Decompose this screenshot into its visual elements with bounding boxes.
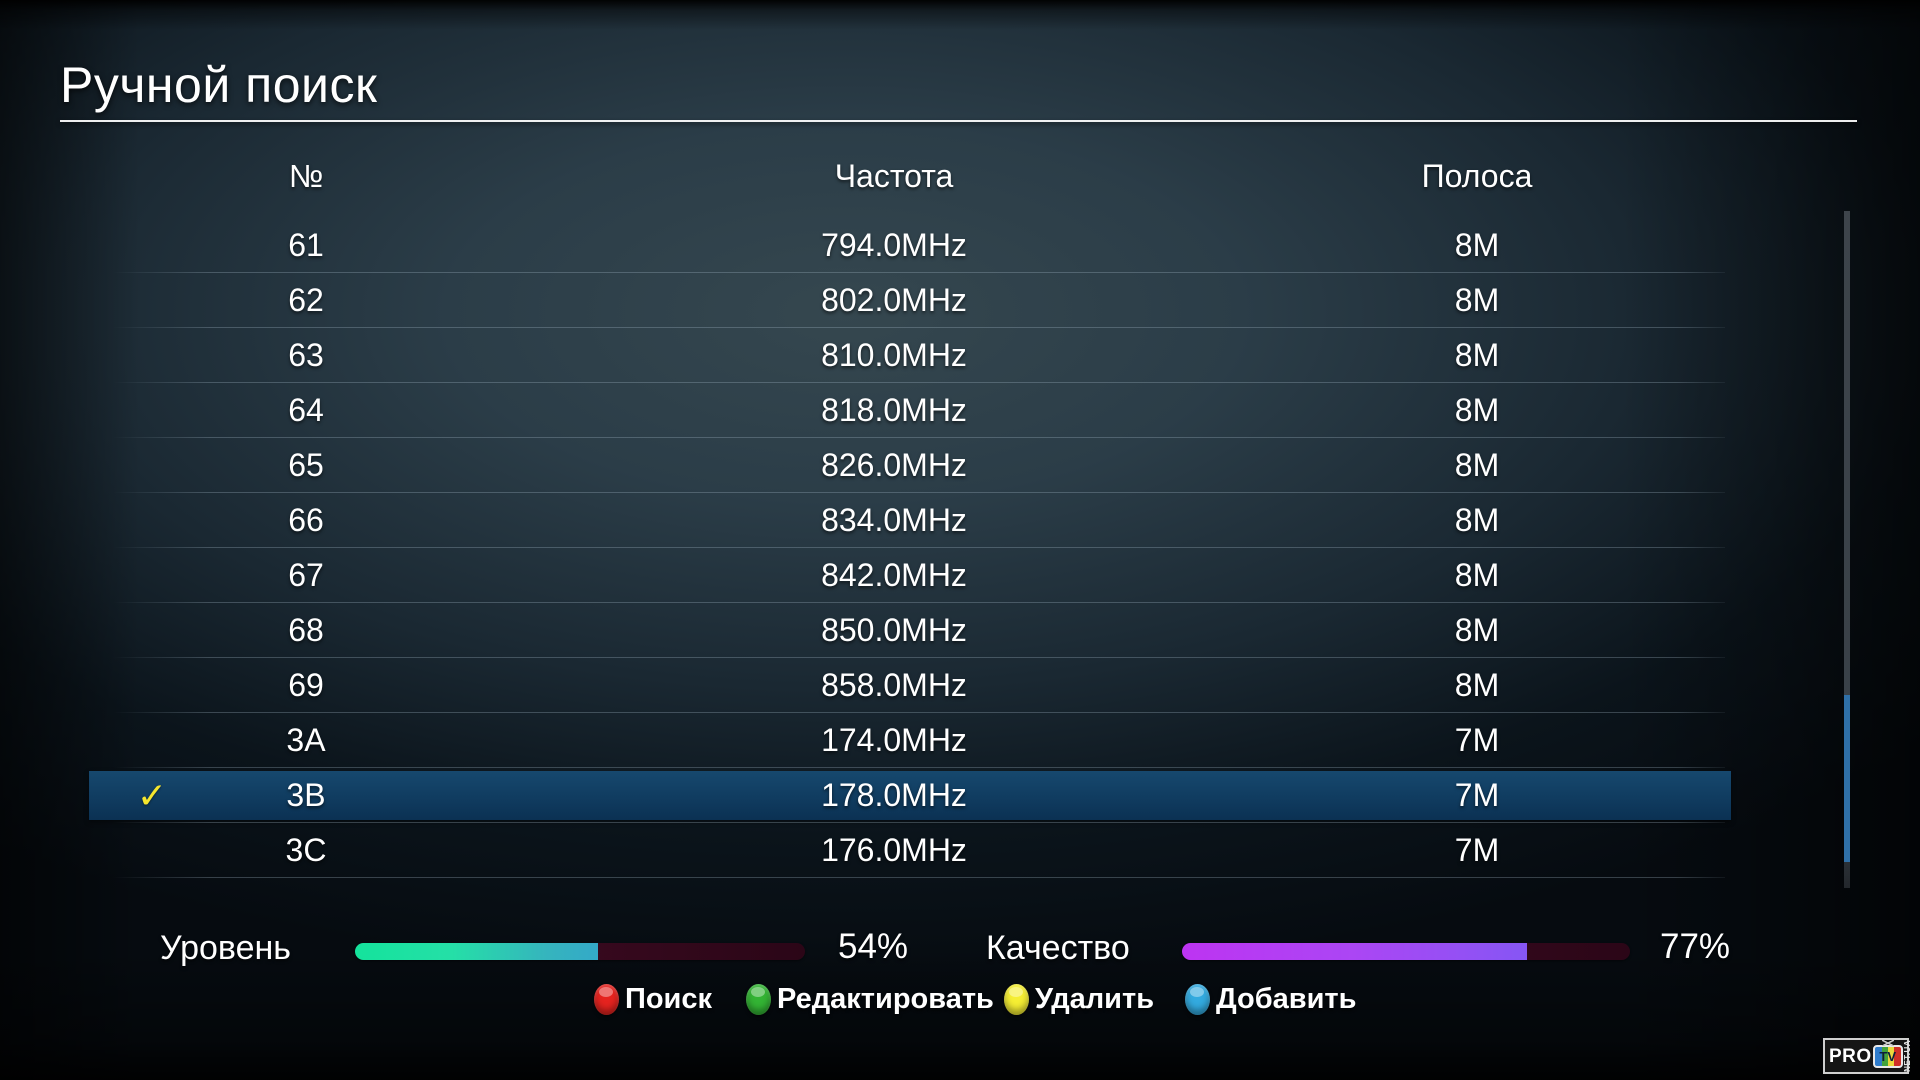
cell-band: 8M <box>1454 557 1500 593</box>
protv-logo: PRO TV NET.UA <box>1823 1038 1912 1074</box>
table-row-selected[interactable]: ✓ 3B 178.0MHz 7M <box>89 768 1731 823</box>
cell-number: 65 <box>288 447 324 483</box>
green-key-label: Редактировать <box>777 982 994 1015</box>
scrollbar-thumb[interactable] <box>1844 695 1850 862</box>
scrollbar[interactable] <box>1844 211 1850 888</box>
cell-frequency: 178.0MHz <box>821 777 967 813</box>
selected-check-icon: ✓ <box>136 774 168 816</box>
cell-band: 8M <box>1454 282 1500 318</box>
logo-pro-text: PRO <box>1829 1045 1872 1067</box>
red-key-icon <box>594 983 619 1015</box>
table-row[interactable]: ✓ 65 826.0MHz 8M <box>89 438 1731 493</box>
cell-frequency: 176.0MHz <box>821 832 967 868</box>
cell-number: 61 <box>288 227 324 263</box>
quality-bar-fill <box>1182 943 1527 960</box>
quality-bar <box>1182 943 1630 960</box>
green-key-icon <box>746 983 771 1015</box>
cell-band: 8M <box>1454 392 1500 428</box>
yellow-key-icon <box>1004 983 1029 1015</box>
tv-icon: TV <box>1872 1039 1903 1068</box>
cell-frequency: 810.0MHz <box>821 337 967 373</box>
table-row[interactable]: ✓ 62 802.0MHz 8M <box>89 273 1731 328</box>
table-row[interactable]: ✓ 68 850.0MHz 8M <box>89 603 1731 658</box>
level-bar-fill <box>355 943 598 960</box>
cell-frequency: 858.0MHz <box>821 667 967 703</box>
cell-band: 8M <box>1454 447 1500 483</box>
cell-frequency: 826.0MHz <box>821 447 967 483</box>
green-key-hint[interactable]: Редактировать <box>746 982 994 1016</box>
cell-band: 7M <box>1454 777 1500 813</box>
cell-number: 3A <box>286 722 326 758</box>
col-header-band: Полоса <box>1421 157 1533 194</box>
cell-frequency: 834.0MHz <box>821 502 967 538</box>
cell-number: 63 <box>288 337 324 373</box>
cell-frequency: 818.0MHz <box>821 392 967 428</box>
red-key-label: Поиск <box>625 982 713 1015</box>
table-row[interactable]: ✓ 67 842.0MHz 8M <box>89 548 1731 603</box>
cell-frequency: 174.0MHz <box>821 722 967 758</box>
cell-frequency: 850.0MHz <box>821 612 967 648</box>
cell-number: 69 <box>288 667 324 703</box>
quality-label: Качество <box>986 929 1130 967</box>
red-key-hint[interactable]: Поиск <box>594 982 712 1016</box>
cell-number: 64 <box>288 392 324 428</box>
yellow-key-label: Удалить <box>1035 982 1155 1015</box>
blue-key-label: Добавить <box>1216 982 1357 1015</box>
table-row[interactable]: ✓ 61 794.0MHz 8M <box>89 218 1731 273</box>
table-header: № Частота Полоса <box>89 151 1731 201</box>
cell-band: 7M <box>1454 722 1500 758</box>
page-title: Ручной поиск <box>60 57 378 113</box>
logo-suffix-text: NET.UA <box>1902 1040 1912 1072</box>
blue-key-hint[interactable]: Добавить <box>1185 982 1356 1016</box>
quality-value: 77% <box>1660 927 1731 966</box>
cell-number: 68 <box>288 612 324 648</box>
cell-band: 8M <box>1454 227 1500 263</box>
yellow-key-hint[interactable]: Удалить <box>1004 982 1154 1016</box>
cell-band: 8M <box>1454 667 1500 703</box>
blue-key-icon <box>1185 983 1210 1015</box>
table-row[interactable]: ✓ 3C 176.0MHz 7M <box>89 823 1731 878</box>
table-row[interactable]: ✓ 64 818.0MHz 8M <box>89 383 1731 438</box>
channel-table: № Частота Полоса ✓ 61 794.0MHz 8M ✓ 62 8… <box>89 151 1731 878</box>
table-row[interactable]: ✓ 69 858.0MHz 8M <box>89 658 1731 713</box>
logo-tv-text: TV <box>1879 1048 1896 1064</box>
cell-number: 66 <box>288 502 324 538</box>
cell-number: 3C <box>285 832 327 868</box>
cell-band: 8M <box>1454 502 1500 538</box>
table-row[interactable]: ✓ 66 834.0MHz 8M <box>89 493 1731 548</box>
cell-number: 62 <box>288 282 324 318</box>
table-row[interactable]: ✓ 3A 174.0MHz 7M <box>89 713 1731 768</box>
level-label: Уровень <box>160 929 291 967</box>
cell-frequency: 794.0MHz <box>821 227 967 263</box>
cell-band: 7M <box>1454 832 1500 868</box>
table-row[interactable]: ✓ 63 810.0MHz 8M <box>89 328 1731 383</box>
cell-frequency: 842.0MHz <box>821 557 967 593</box>
cell-band: 8M <box>1454 612 1500 648</box>
cell-band: 8M <box>1454 337 1500 373</box>
cell-number: 67 <box>288 557 324 593</box>
title-divider <box>60 120 1857 122</box>
level-value: 54% <box>838 927 909 966</box>
cell-frequency: 802.0MHz <box>821 282 967 318</box>
col-header-number: № <box>288 157 324 194</box>
table-body: ✓ 61 794.0MHz 8M ✓ 62 802.0MHz 8M ✓ 63 8… <box>89 218 1731 878</box>
cell-number: 3B <box>286 777 326 813</box>
col-header-frequency: Частота <box>834 157 954 194</box>
level-bar <box>355 943 805 960</box>
